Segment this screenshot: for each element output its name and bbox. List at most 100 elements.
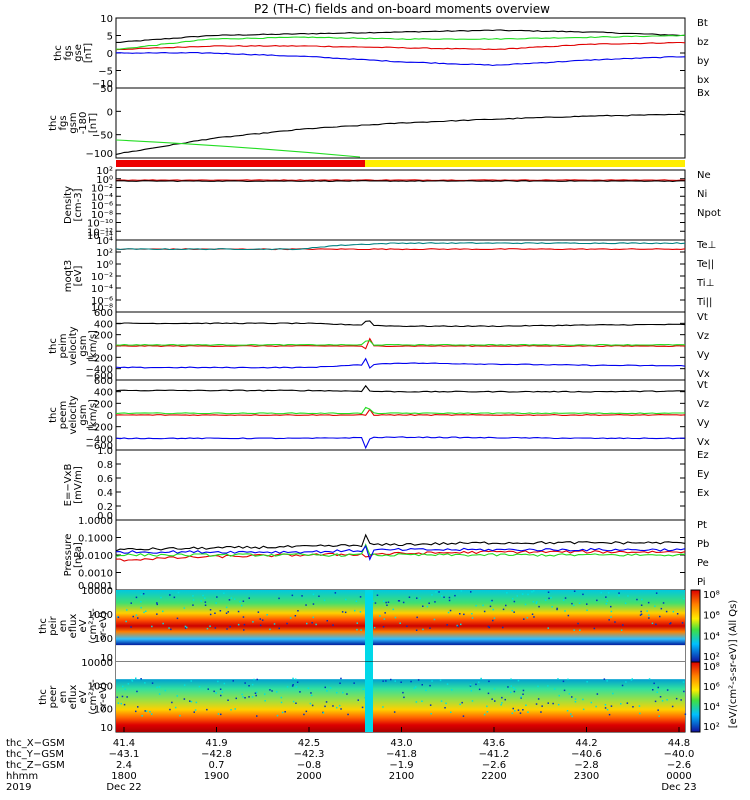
spectrogram-pixel (356, 628, 358, 631)
spectrogram-pixel (610, 616, 612, 618)
spectrogram-pixel (639, 614, 642, 616)
spectrogram-pixel (517, 709, 520, 711)
x-axis-value: 2200 (481, 771, 506, 782)
spectrogram-pixel (190, 700, 193, 703)
spectrogram-pixel (229, 625, 231, 628)
x-axis-row-label: thc_X−GSM (6, 738, 65, 749)
y-axis-label: peer (48, 685, 59, 709)
spectrogram-fill (116, 662, 685, 732)
spectrogram-pixel (541, 705, 543, 707)
y-axis-label: eflux (68, 614, 79, 639)
spectrogram-pixel (340, 708, 342, 710)
spectrogram-pixel (504, 698, 506, 701)
spectrogram-pixel (353, 682, 355, 684)
y-tick-label: −600 (86, 371, 113, 382)
spectrogram-pixel (292, 700, 295, 703)
spectrogram-pixel (533, 616, 535, 618)
spectrogram-pixel (682, 681, 685, 683)
spectrogram-pixel (426, 605, 429, 608)
spectrogram-pixel (513, 687, 515, 689)
legend-entry: bx (697, 75, 709, 86)
spectrogram-pixel (662, 602, 665, 604)
spectrogram-pixel (572, 604, 575, 607)
spectrogram-pixel (641, 598, 643, 601)
spectrogram-pixel (359, 611, 362, 613)
y-axis-label: sr-eV) (98, 611, 109, 640)
spectrogram-pixel (501, 696, 503, 699)
spectrogram-pixel (441, 595, 443, 597)
spectrogram-pixel (651, 622, 654, 625)
spectrogram-pixel (595, 705, 597, 708)
spectrogram-pixel (532, 601, 535, 603)
spectrogram-pixel (646, 610, 648, 612)
x-axis-value: −2.6 (482, 760, 506, 771)
spectrogram-pixel (419, 597, 421, 600)
spectrogram-burst (365, 662, 373, 732)
y-tick-label: 10000 (81, 658, 113, 669)
spectrogram-pixel (140, 601, 142, 603)
spectrogram-pixel (311, 622, 313, 624)
spectrogram-pixel (517, 679, 520, 682)
spectrogram-pixel (684, 713, 687, 715)
spectrogram-pixel (522, 689, 525, 692)
spectrogram-pixel (151, 625, 153, 628)
y-axis-label: [mV/m] (73, 466, 84, 504)
spectrogram-pixel (647, 601, 650, 604)
spectrogram-pixel (445, 702, 447, 705)
y-tick-label: 1.0000 (78, 516, 113, 527)
spectrogram-pixel (475, 683, 477, 686)
x-axis-value: −2.6 (667, 760, 691, 771)
spectrogram-pixel (359, 596, 362, 598)
spectrogram-pixel (216, 596, 218, 598)
y-axis-label: gsm (78, 404, 89, 425)
spectrogram-pixel (527, 711, 529, 713)
spectrogram-pixel (527, 593, 529, 596)
spectrogram-pixel (416, 597, 418, 599)
series-Ni (116, 180, 685, 182)
spectrogram-pixel (626, 702, 629, 704)
spectrogram-pixel (373, 626, 376, 629)
spectrogram-pixel (605, 596, 607, 598)
colorbar-strip (690, 589, 701, 663)
spectrogram-pixel (299, 691, 301, 693)
spectrogram-pixel (433, 618, 436, 621)
spectrogram-pixel (402, 691, 404, 694)
spectrogram-pixel (446, 683, 449, 685)
spectrogram-pixel (605, 603, 608, 605)
x-axis-value: −2.8 (574, 760, 598, 771)
spectrogram-pixel (513, 611, 515, 613)
spectrogram-pixel (531, 613, 534, 615)
spectrogram-pixel (356, 622, 358, 624)
spectrogram-pixel (140, 593, 143, 596)
spectrogram-pixel (226, 628, 228, 630)
spectrogram-pixel (219, 610, 222, 612)
spectrogram-pixel (488, 626, 491, 629)
y-tick-label: 10⁰ (96, 260, 113, 271)
spectrogram-pixel (217, 680, 219, 683)
spectrogram-pixel (630, 679, 633, 681)
y-tick-label: 0.0010 (78, 569, 113, 580)
spectrogram-pixel (169, 708, 171, 711)
spectrogram-pixel (487, 625, 490, 628)
y-axis-label: peim (58, 333, 69, 358)
spectrogram-pixel (493, 617, 496, 619)
spectrogram-pixel (344, 611, 347, 614)
spectrogram-pixel (273, 623, 276, 625)
spectrogram-pixel (248, 685, 250, 687)
panel-frame (115, 87, 686, 159)
spectrogram-pixel (627, 595, 629, 597)
y-tick-label: 1000 (88, 610, 113, 621)
legend-entry: Pt (697, 520, 707, 531)
spectrogram-pixel (131, 680, 134, 682)
colorbar-tick-label: 10⁴ (703, 702, 720, 713)
spectrogram-pixel (451, 689, 453, 691)
spectrogram-pixel (622, 624, 624, 626)
spectrogram-pixel (567, 678, 569, 681)
mode-bar-red (116, 160, 365, 167)
spectrogram-pixel (315, 623, 317, 626)
spectrogram-pixel (242, 696, 244, 698)
spectrogram-pixel (502, 608, 505, 611)
spectrogram-pixel (501, 702, 503, 704)
y-tick-label: 10² (96, 248, 113, 259)
series-bx (115, 52, 686, 67)
